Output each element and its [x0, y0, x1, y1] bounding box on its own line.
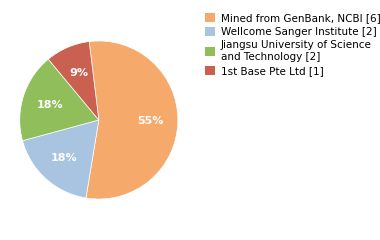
Wedge shape: [48, 42, 99, 120]
Text: 18%: 18%: [36, 100, 63, 109]
Legend: Mined from GenBank, NCBI [6], Wellcome Sanger Institute [2], Jiangsu University : Mined from GenBank, NCBI [6], Wellcome S…: [203, 11, 380, 78]
Text: 55%: 55%: [137, 116, 163, 126]
Text: 9%: 9%: [69, 68, 88, 78]
Wedge shape: [86, 41, 178, 199]
Text: 18%: 18%: [51, 153, 78, 163]
Wedge shape: [20, 59, 99, 141]
Wedge shape: [22, 120, 99, 198]
